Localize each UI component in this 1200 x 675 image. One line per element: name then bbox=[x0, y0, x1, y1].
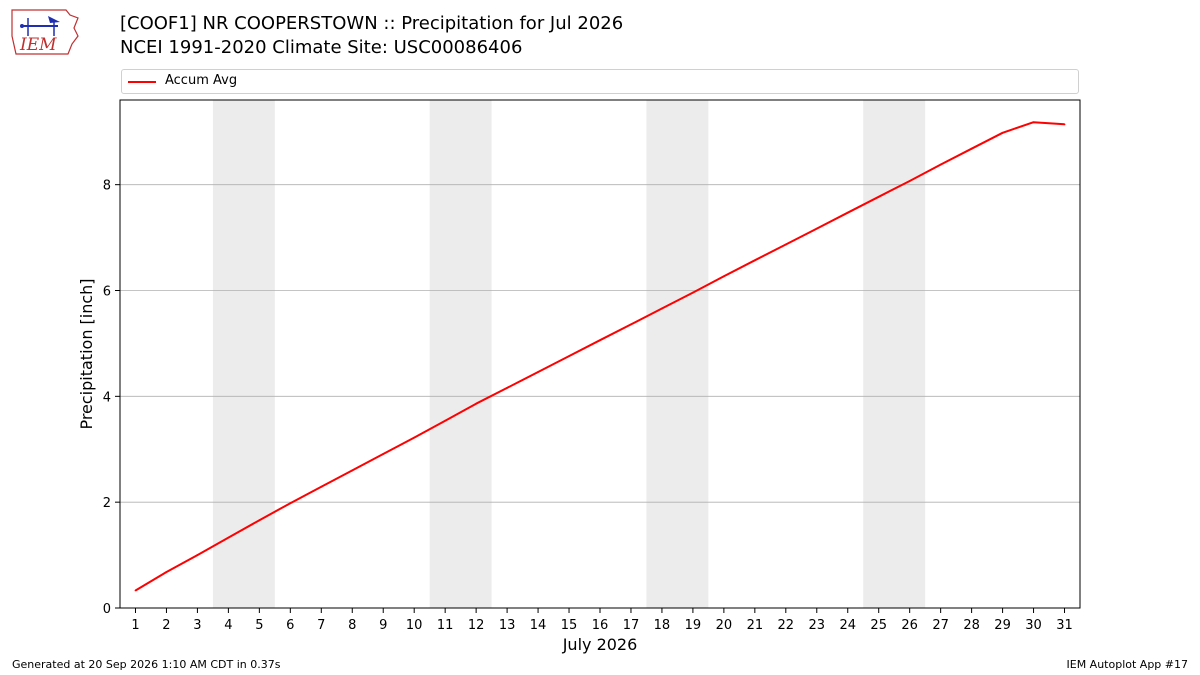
xtick-label-12: 12 bbox=[468, 618, 485, 633]
data-point-day-25 bbox=[877, 195, 880, 198]
xtick-label-1: 1 bbox=[131, 618, 139, 633]
data-point-day-16 bbox=[599, 339, 601, 342]
data-point-day-30 bbox=[1032, 121, 1035, 124]
data-point-day-26 bbox=[908, 180, 911, 182]
data-point-day-9 bbox=[382, 453, 385, 455]
xtick-label-20: 20 bbox=[716, 618, 733, 633]
data-point-day-29 bbox=[1001, 131, 1004, 134]
data-point-day-4 bbox=[227, 536, 230, 539]
xtick-label-3: 3 bbox=[193, 618, 201, 633]
xtick-label-10: 10 bbox=[406, 618, 423, 633]
xtick-label-26: 26 bbox=[901, 618, 918, 633]
data-point-day-31 bbox=[1063, 123, 1066, 126]
weekend-band-4 bbox=[863, 100, 926, 608]
xtick-label-29: 29 bbox=[994, 618, 1011, 633]
xtick-label-24: 24 bbox=[839, 618, 856, 633]
iem-logo-icon: IEM bbox=[11, 9, 79, 55]
iem-logo-text: IEM bbox=[19, 35, 57, 55]
data-point-day-22 bbox=[784, 243, 787, 246]
data-point-day-12 bbox=[475, 402, 478, 405]
xtick-label-8: 8 bbox=[348, 618, 356, 633]
weekend-band-1 bbox=[212, 100, 275, 608]
data-point-day-23 bbox=[815, 227, 818, 230]
xtick-label-11: 11 bbox=[437, 618, 454, 633]
xtick-label-16: 16 bbox=[592, 618, 609, 633]
xtick-label-4: 4 bbox=[224, 618, 232, 633]
ytick-label-4: 4 bbox=[103, 390, 111, 405]
data-point-day-15 bbox=[568, 355, 570, 358]
ytick-label-6: 6 bbox=[103, 285, 111, 300]
data-point-day-11 bbox=[444, 419, 447, 422]
x-axis-label: July 2026 bbox=[562, 635, 638, 654]
plot-frame bbox=[119, 99, 1081, 609]
data-point-day-5 bbox=[258, 519, 261, 522]
data-point-day-14 bbox=[537, 371, 539, 373]
xtick-label-17: 17 bbox=[623, 618, 640, 633]
legend-swatch-accum-avg bbox=[128, 81, 156, 83]
xtick-label-25: 25 bbox=[870, 618, 887, 633]
ytick-label-8: 8 bbox=[103, 179, 111, 194]
xtick-label-13: 13 bbox=[499, 618, 516, 633]
data-point-day-10 bbox=[413, 436, 416, 439]
weekend-band-2 bbox=[429, 100, 492, 608]
data-point-day-8 bbox=[351, 469, 354, 472]
xtick-label-18: 18 bbox=[654, 618, 671, 633]
data-point-day-18 bbox=[661, 307, 663, 310]
xtick-label-6: 6 bbox=[286, 618, 294, 633]
y-axis-label: Precipitation [inch] bbox=[77, 278, 96, 429]
xtick-label-31: 31 bbox=[1056, 618, 1073, 633]
chart-subtitle: NCEI 1991-2020 Climate Site: USC00086406 bbox=[120, 37, 523, 58]
xtick-label-28: 28 bbox=[963, 618, 980, 633]
xtick-label-21: 21 bbox=[747, 618, 764, 633]
data-point-day-28 bbox=[970, 147, 973, 150]
xtick-label-14: 14 bbox=[530, 618, 547, 633]
xtick-label-19: 19 bbox=[685, 618, 702, 633]
data-point-day-7 bbox=[320, 485, 323, 488]
data-point-day-17 bbox=[630, 323, 632, 326]
xtick-label-23: 23 bbox=[809, 618, 826, 633]
data-point-day-3 bbox=[196, 554, 199, 556]
data-point-day-13 bbox=[506, 386, 508, 389]
data-point-day-1 bbox=[134, 589, 137, 592]
ytick-label-2: 2 bbox=[103, 496, 111, 511]
xtick-label-30: 30 bbox=[1025, 618, 1042, 633]
data-point-day-19 bbox=[692, 291, 694, 294]
xtick-label-7: 7 bbox=[317, 618, 325, 633]
weekend-band-3 bbox=[646, 100, 709, 608]
chart-title: [COOF1] NR COOPERSTOWN :: Precipitation … bbox=[120, 13, 624, 34]
legend-label-accum-avg: Accum Avg bbox=[165, 73, 238, 88]
xtick-label-2: 2 bbox=[162, 618, 170, 633]
xtick-label-27: 27 bbox=[932, 618, 949, 633]
data-point-day-24 bbox=[846, 211, 849, 214]
app-footer: IEM Autoplot App #17 bbox=[1066, 658, 1189, 671]
xtick-label-22: 22 bbox=[778, 618, 795, 633]
data-point-day-6 bbox=[289, 502, 292, 505]
data-point-day-21 bbox=[753, 259, 756, 262]
legend: Accum Avg bbox=[121, 69, 1079, 94]
data-point-day-27 bbox=[939, 163, 942, 166]
xtick-label-5: 5 bbox=[255, 618, 263, 633]
generated-footer: Generated at 20 Sep 2026 1:10 AM CDT in … bbox=[12, 658, 281, 671]
ytick-label-0: 0 bbox=[103, 602, 111, 617]
data-point-day-20 bbox=[722, 275, 725, 278]
data-point-day-2 bbox=[165, 571, 168, 573]
xtick-label-9: 9 bbox=[379, 618, 387, 633]
xtick-label-15: 15 bbox=[561, 618, 578, 633]
